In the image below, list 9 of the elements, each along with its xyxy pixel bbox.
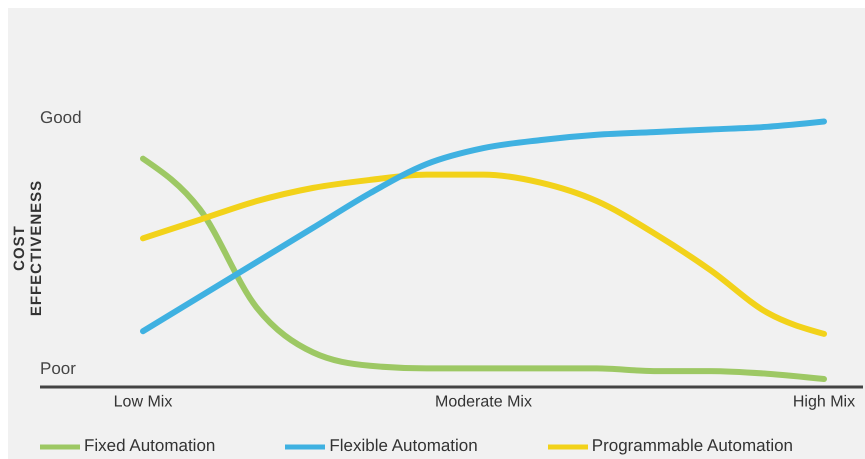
legend-label: Fixed Automation xyxy=(84,436,216,456)
y-axis-title: COST EFFECTIVENESS xyxy=(11,180,45,316)
x-tick-label: High Mix xyxy=(792,393,856,410)
text: Poor xyxy=(40,359,76,379)
x-tick-label: Low Mix xyxy=(114,393,172,410)
legend-label: Flexible Automation xyxy=(329,436,478,456)
legend-label: Programmable Automation xyxy=(592,436,794,456)
x-tick-label: Moderate Mix xyxy=(435,393,532,410)
text: Good xyxy=(40,108,82,128)
